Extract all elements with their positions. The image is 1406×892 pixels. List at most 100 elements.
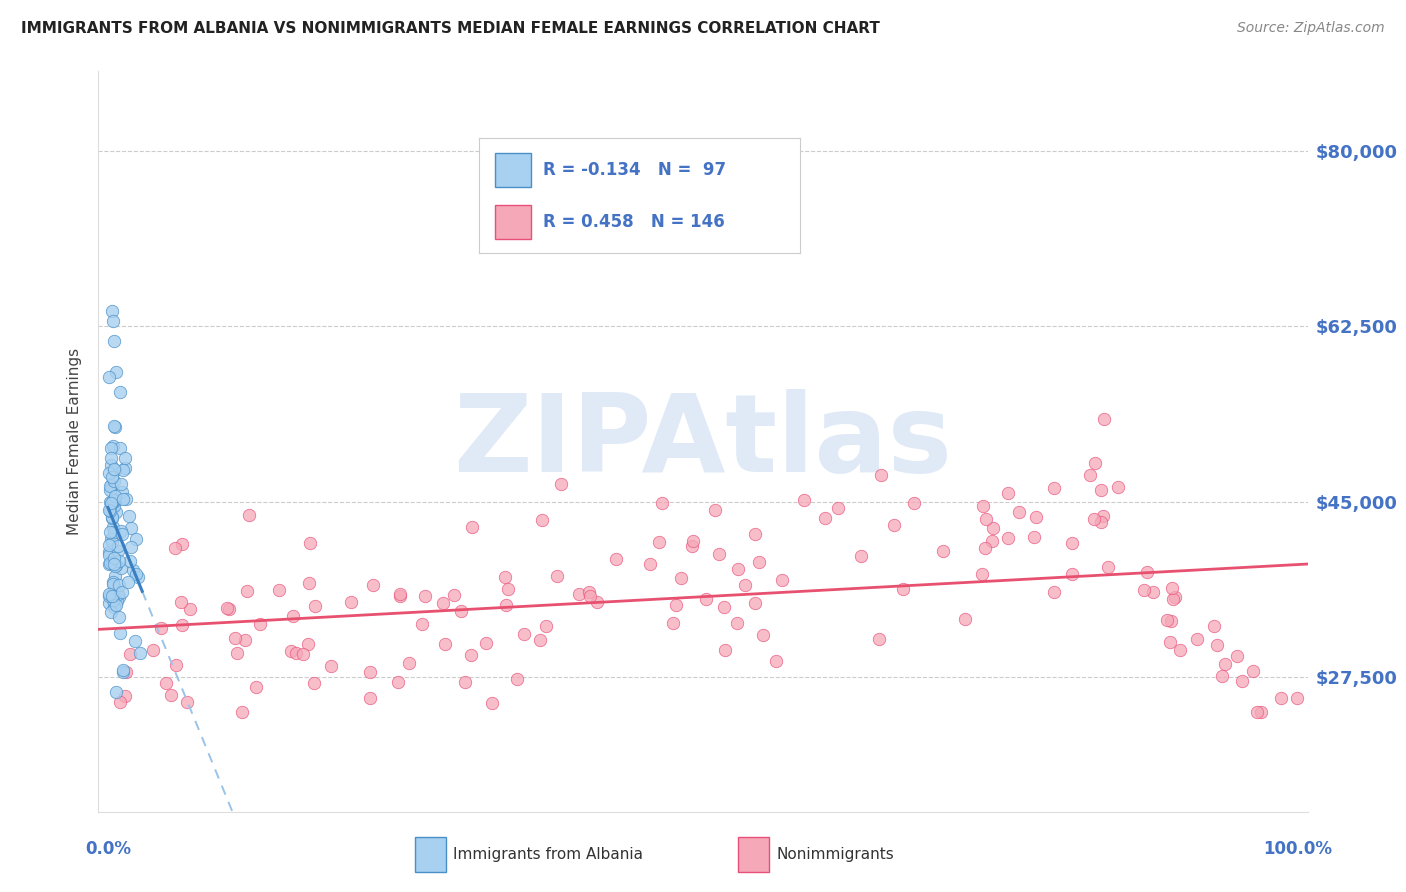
Point: [460, 519, 482, 533]
Point: [1161, 581, 1184, 595]
Point: [1213, 657, 1236, 671]
Text: 0.0%: 0.0%: [84, 839, 131, 858]
Point: [1090, 515, 1112, 529]
Point: [128, 646, 150, 660]
Point: [108, 695, 131, 709]
Text: 100.0%: 100.0%: [1264, 839, 1333, 858]
Point: [101, 440, 124, 454]
Point: [114, 461, 136, 475]
Point: [101, 509, 124, 524]
Point: [974, 512, 997, 526]
Point: [443, 588, 465, 602]
Point: [98, 502, 121, 516]
Point: [124, 633, 146, 648]
Point: [870, 468, 893, 483]
Point: [120, 521, 142, 535]
Point: [103, 493, 125, 508]
Point: [1232, 673, 1254, 688]
Point: [170, 617, 193, 632]
Point: [1160, 614, 1182, 628]
Point: [1250, 705, 1272, 719]
Point: [981, 521, 1004, 535]
Point: [101, 534, 124, 549]
Point: [110, 477, 132, 491]
Point: [389, 587, 412, 601]
Point: [529, 633, 551, 648]
Point: [267, 583, 290, 598]
Point: [433, 637, 456, 651]
Point: [638, 558, 661, 572]
Point: [450, 604, 472, 618]
Point: [100, 556, 122, 570]
Point: [236, 584, 259, 599]
Point: [605, 552, 627, 566]
Text: Source: ZipAtlas.com: Source: ZipAtlas.com: [1237, 21, 1385, 35]
Point: [231, 705, 253, 719]
Point: [298, 576, 321, 591]
Point: [495, 598, 517, 612]
Point: [107, 539, 129, 553]
Point: [101, 493, 124, 508]
Point: [413, 589, 436, 603]
Point: [814, 510, 837, 524]
Point: [506, 673, 529, 687]
Point: [302, 676, 325, 690]
Point: [359, 665, 381, 679]
Point: [159, 688, 181, 702]
Point: [218, 602, 240, 616]
Point: [104, 568, 127, 582]
Point: [98, 589, 121, 603]
Point: [100, 470, 122, 484]
Point: [387, 675, 409, 690]
Point: [671, 571, 693, 585]
Point: [283, 609, 305, 624]
Point: [361, 578, 384, 592]
Point: [103, 599, 125, 614]
Point: [101, 575, 124, 590]
Point: [108, 578, 131, 592]
Point: [513, 627, 536, 641]
Point: [997, 531, 1019, 545]
Point: [1168, 642, 1191, 657]
Point: [120, 647, 142, 661]
Point: [891, 582, 914, 596]
Point: [1204, 619, 1226, 633]
Point: [101, 592, 124, 607]
Point: [1164, 591, 1187, 605]
Point: [1092, 508, 1115, 523]
Point: [752, 627, 775, 641]
Point: [727, 562, 749, 576]
Point: [115, 491, 138, 506]
Point: [98, 525, 121, 540]
Point: [98, 370, 121, 384]
Point: [1156, 614, 1178, 628]
Point: [586, 595, 609, 609]
Point: [100, 304, 122, 318]
Point: [460, 648, 482, 663]
Point: [903, 496, 925, 510]
Point: [298, 535, 321, 549]
Point: [550, 477, 572, 491]
Text: IMMIGRANTS FROM ALBANIA VS NONIMMIGRANTS MEDIAN FEMALE EARNINGS CORRELATION CHAR: IMMIGRANTS FROM ALBANIA VS NONIMMIGRANTS…: [21, 21, 880, 36]
Point: [103, 474, 125, 488]
Point: [546, 568, 568, 582]
Point: [1043, 481, 1066, 495]
Point: [1185, 632, 1208, 646]
Point: [103, 419, 125, 434]
Point: [103, 579, 125, 593]
Point: [1163, 591, 1185, 606]
Point: [249, 617, 271, 632]
Point: [110, 524, 132, 539]
Point: [981, 534, 1004, 549]
Point: [101, 496, 124, 510]
Point: [713, 642, 735, 657]
Point: [1083, 456, 1105, 470]
Point: [98, 596, 121, 610]
Point: [107, 591, 129, 605]
Point: [1078, 467, 1101, 482]
Point: [108, 384, 131, 399]
Point: [115, 665, 138, 680]
Point: [111, 585, 134, 599]
Point: [100, 556, 122, 570]
Point: [765, 655, 787, 669]
